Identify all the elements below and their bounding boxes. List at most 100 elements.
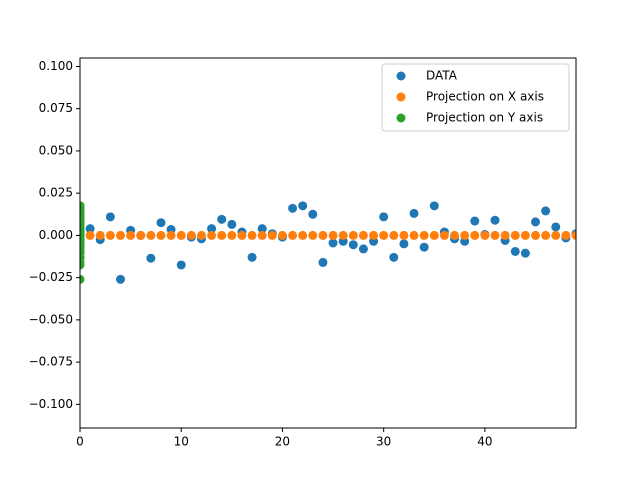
y-tick-label: 0.075 bbox=[39, 101, 73, 115]
point bbox=[288, 203, 298, 213]
point bbox=[227, 219, 237, 229]
legend-marker bbox=[396, 113, 406, 123]
point bbox=[470, 216, 480, 226]
point bbox=[379, 212, 389, 222]
legend-label: Projection on X axis bbox=[426, 90, 544, 104]
y-tick-label: 0.100 bbox=[39, 59, 73, 73]
point bbox=[480, 230, 490, 240]
point bbox=[510, 230, 520, 240]
y-tick-label: 0.025 bbox=[39, 186, 73, 200]
point bbox=[85, 224, 95, 234]
point bbox=[490, 230, 500, 240]
y-tick-label: −0.075 bbox=[29, 355, 73, 369]
y-tick-label: 0.000 bbox=[39, 228, 73, 242]
y-tick-label: −0.025 bbox=[29, 270, 73, 284]
point bbox=[80, 222, 85, 232]
point bbox=[257, 224, 267, 234]
point bbox=[541, 206, 551, 216]
point bbox=[318, 257, 328, 267]
legend-marker bbox=[396, 71, 406, 81]
point bbox=[419, 230, 429, 240]
y-tick-label: −0.100 bbox=[29, 397, 73, 411]
x-tick-label: 20 bbox=[275, 435, 290, 449]
point bbox=[470, 230, 480, 240]
legend-marker bbox=[396, 92, 406, 102]
point bbox=[439, 230, 449, 240]
point bbox=[358, 230, 368, 240]
point bbox=[551, 222, 561, 232]
point bbox=[85, 230, 95, 240]
point bbox=[80, 248, 85, 258]
point bbox=[136, 230, 146, 240]
x-tick-label: 40 bbox=[477, 435, 492, 449]
y-tick-label: −0.050 bbox=[29, 312, 73, 326]
point bbox=[541, 230, 551, 240]
point bbox=[115, 230, 125, 240]
point bbox=[348, 230, 358, 240]
point bbox=[520, 230, 530, 240]
point bbox=[156, 218, 166, 228]
point bbox=[176, 260, 186, 270]
point bbox=[95, 230, 105, 240]
point bbox=[551, 230, 561, 240]
point bbox=[460, 230, 470, 240]
point bbox=[389, 252, 399, 262]
point bbox=[146, 253, 156, 263]
point bbox=[409, 230, 419, 240]
point bbox=[298, 230, 308, 240]
point bbox=[288, 230, 298, 240]
point bbox=[146, 230, 156, 240]
legend: DATA Projection on X axis Projection on Y … bbox=[381, 63, 570, 132]
point bbox=[247, 230, 257, 240]
point bbox=[399, 230, 409, 240]
point bbox=[531, 230, 541, 240]
axes-frame bbox=[79, 57, 577, 429]
point bbox=[298, 201, 308, 211]
point bbox=[267, 230, 277, 240]
marks bbox=[80, 201, 576, 284]
point bbox=[419, 242, 429, 252]
point bbox=[80, 274, 85, 284]
point bbox=[328, 238, 338, 248]
point bbox=[217, 230, 227, 240]
point bbox=[80, 229, 85, 239]
x-tick-label: 30 bbox=[376, 435, 391, 449]
point bbox=[196, 230, 206, 240]
point bbox=[166, 230, 176, 240]
point bbox=[207, 224, 217, 234]
point bbox=[80, 206, 85, 216]
legend-box bbox=[381, 63, 570, 132]
point bbox=[429, 201, 439, 211]
point bbox=[126, 230, 136, 240]
point bbox=[186, 230, 196, 240]
point bbox=[571, 230, 576, 240]
point bbox=[561, 230, 571, 240]
plot-area bbox=[80, 201, 576, 284]
point bbox=[105, 212, 115, 222]
point bbox=[409, 208, 419, 218]
point bbox=[490, 215, 500, 225]
point bbox=[369, 230, 379, 240]
point bbox=[237, 230, 247, 240]
point bbox=[308, 209, 318, 219]
point bbox=[247, 252, 257, 262]
y-tick-label: 0.050 bbox=[39, 143, 73, 157]
point bbox=[399, 239, 409, 249]
point bbox=[176, 230, 186, 240]
point bbox=[348, 240, 358, 250]
point bbox=[308, 230, 318, 240]
legend-label: Projection on Y axis bbox=[426, 111, 543, 125]
point bbox=[105, 230, 115, 240]
point bbox=[156, 230, 166, 240]
point bbox=[358, 244, 368, 254]
point bbox=[115, 274, 125, 284]
point bbox=[450, 230, 460, 240]
point bbox=[531, 217, 541, 227]
x-tick-label: 0 bbox=[76, 435, 84, 449]
point bbox=[277, 230, 287, 240]
point bbox=[318, 230, 328, 240]
point bbox=[257, 230, 267, 240]
legend-label: DATA bbox=[426, 69, 458, 83]
point bbox=[520, 248, 530, 258]
